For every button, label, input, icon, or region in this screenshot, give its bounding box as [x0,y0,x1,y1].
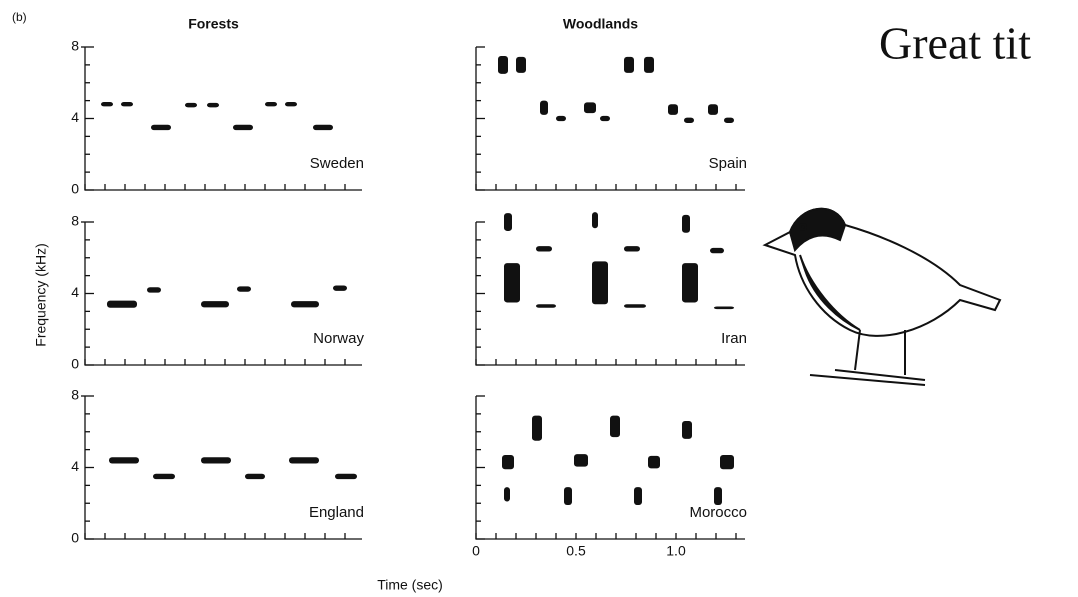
note [724,118,734,123]
note [648,456,660,469]
note [574,454,588,467]
note [592,261,608,304]
note [584,102,596,113]
note [498,56,508,74]
note [233,125,253,130]
x-tick-label: 1.0 [666,543,686,559]
y-tick-label: 4 [71,458,79,474]
note [504,213,512,231]
column-header: Woodlands [563,16,638,32]
note [265,102,277,106]
panel-tag: (b) [12,10,27,24]
y-tick-label: 8 [71,213,79,229]
note [634,487,642,505]
page: {"panel_tag": "(b)", "title": "Great tit… [0,0,1078,597]
note [624,304,646,308]
y-tick-label: 4 [71,109,79,125]
note [600,116,610,121]
note [207,103,219,107]
panel-label: England [309,504,364,521]
x-axis-label: Time (sec) [377,577,443,593]
note [237,286,251,291]
note [714,487,722,505]
note [291,301,319,307]
note [185,103,197,107]
panel-label: Morocco [689,504,747,521]
y-tick-label: 4 [71,284,79,300]
note [624,246,640,251]
note [684,118,694,123]
note [502,455,514,469]
slide-title: Great tit [879,18,1031,69]
note [532,416,542,441]
note [201,457,231,463]
note [610,416,620,437]
note [624,57,634,73]
note [285,102,297,106]
note [335,474,357,479]
note [536,304,556,308]
panel-label: Norway [313,330,364,347]
note [682,215,690,233]
note [101,102,113,106]
y-tick-label: 8 [71,387,79,403]
note [564,487,572,505]
column-header: Forests [188,16,239,32]
bird-illustration [765,209,1000,385]
note [504,263,520,302]
panel-label: Sweden [310,155,364,172]
y-tick-label: 0 [71,181,79,197]
note [708,104,718,115]
y-tick-label: 8 [71,38,79,54]
x-tick-label: 0.5 [566,543,586,559]
note [540,101,548,115]
x-tick-label: 0 [472,543,480,559]
note [245,474,265,479]
note [536,246,552,251]
note [153,474,175,479]
note [644,57,654,73]
note [504,487,510,501]
note [333,285,347,290]
note [121,102,133,106]
y-axis-label: Frequency (kHz) [33,243,49,346]
note [668,104,678,115]
note [289,457,319,463]
y-tick-label: 0 [71,356,79,372]
note [201,301,229,307]
panel-label: Spain [709,155,747,172]
note [720,455,734,469]
note [710,248,724,253]
note [109,457,139,463]
note [682,263,698,302]
note [556,116,566,121]
note [516,57,526,73]
note [682,421,692,439]
note [147,287,161,292]
panel-label: Iran [721,330,747,347]
note [313,125,333,130]
note [592,212,598,228]
y-tick-label: 0 [71,530,79,546]
figure: (b) Great tit Frequency (kHz) Time (sec)… [0,0,1078,597]
note [151,125,171,130]
note [714,306,734,309]
note [107,301,137,308]
